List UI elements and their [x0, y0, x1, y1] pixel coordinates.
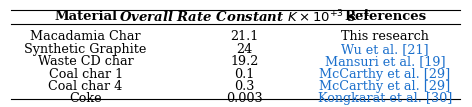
- Text: McCarthy et al. [29]: McCarthy et al. [29]: [320, 68, 451, 81]
- Text: Mansuri et al. [19]: Mansuri et al. [19]: [325, 55, 446, 68]
- Text: 19.2: 19.2: [230, 55, 259, 68]
- Text: 21.1: 21.1: [230, 30, 259, 42]
- Text: 24: 24: [236, 43, 253, 56]
- Text: Macadamia Char: Macadamia Char: [30, 30, 141, 42]
- Text: This research: This research: [341, 30, 429, 42]
- Text: Synthetic Graphite: Synthetic Graphite: [25, 43, 147, 56]
- Text: Kongkarat et al. [30]: Kongkarat et al. [30]: [318, 92, 452, 105]
- Text: 0.1: 0.1: [235, 68, 255, 81]
- Text: Material: Material: [54, 10, 117, 23]
- Text: References: References: [344, 10, 426, 23]
- Text: Overall Rate Constant $K \times 10^{+3}$ s$^{-1}$: Overall Rate Constant $K \times 10^{+3}$…: [119, 8, 370, 25]
- Text: Coal char 4: Coal char 4: [49, 80, 123, 93]
- Text: 0.3: 0.3: [235, 80, 255, 93]
- Text: Coal char 1: Coal char 1: [49, 68, 123, 81]
- Text: McCarthy et al. [29]: McCarthy et al. [29]: [320, 80, 451, 93]
- Text: Waste CD char: Waste CD char: [38, 55, 134, 68]
- Text: 0.003: 0.003: [227, 92, 263, 105]
- Text: Wu et al. [21]: Wu et al. [21]: [341, 43, 429, 56]
- Text: Coke: Coke: [69, 92, 102, 105]
